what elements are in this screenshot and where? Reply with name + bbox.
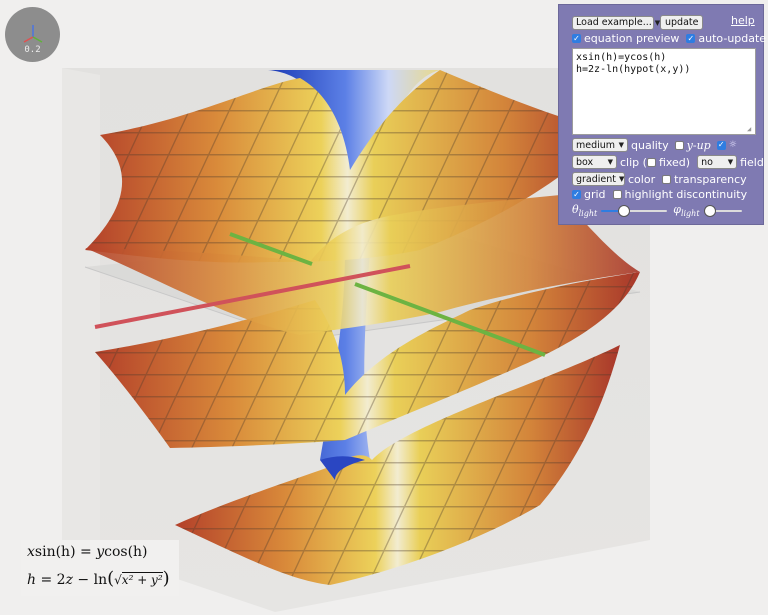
equation-line-1: xsin(h)=ycos(h)	[576, 52, 667, 63]
grid-checkbox[interactable]: ✓	[572, 189, 581, 199]
chevron-down-icon: ▼	[618, 141, 624, 149]
equation-preview-label: equation preview	[584, 32, 680, 45]
light-checkbox[interactable]: ✓	[716, 140, 726, 150]
fixed-label: fixed)	[658, 155, 691, 169]
sun-icon: ☼	[728, 140, 737, 150]
transparency-checkbox[interactable]	[662, 174, 672, 184]
transparency-label: transparency	[674, 172, 747, 186]
control-panel: Load example... ▼ update help ✓ equation …	[558, 4, 767, 225]
help-link[interactable]: help	[731, 14, 755, 27]
axis-scale-value: 0.2	[24, 45, 41, 55]
fixed-checkbox[interactable]	[646, 157, 656, 167]
equation-editor[interactable]: xsin(h)=ycos(h) h=2z-ln(hypot(x,y)) ◢	[572, 48, 756, 135]
theta-light-label: θlight	[572, 203, 598, 218]
chevron-down-icon: ▼	[607, 158, 613, 166]
chevron-down-icon: ▼	[619, 175, 625, 183]
phi-light-track	[703, 209, 742, 212]
clip-label: clip (	[620, 155, 647, 169]
axis-triad-icon	[23, 25, 43, 43]
phi-light-knob[interactable]	[703, 204, 716, 217]
x-axis-line	[94, 264, 411, 329]
phi-light-label: φlight	[673, 203, 700, 218]
sqrt-icon: √	[114, 573, 122, 587]
field-select[interactable]: no ▼	[697, 155, 738, 169]
auto-update-checkbox[interactable]: ✓	[686, 33, 696, 43]
auto-update-label: auto-update	[698, 32, 767, 45]
equation-preview-checkbox[interactable]: ✓	[572, 33, 581, 43]
field-label: field	[740, 155, 764, 169]
color-label: color	[628, 172, 656, 186]
clip-select[interactable]: box ▼	[572, 155, 617, 169]
phi-light-slider[interactable]	[703, 204, 742, 217]
update-button[interactable]: update	[660, 15, 704, 30]
grid-label: grid	[584, 188, 606, 201]
load-example-select[interactable]: Load example... ▼	[572, 15, 660, 30]
quality-select[interactable]: medium ▼	[572, 138, 628, 152]
chevron-down-icon: ▼	[654, 18, 661, 27]
highlight-discontinuity-checkbox[interactable]	[612, 190, 622, 199]
equation-preview-box: xsin(h) = ycos(h) h = 2z − ln(√x² + y²)	[21, 540, 179, 596]
paren-open: (	[107, 568, 115, 589]
theta-light-knob[interactable]	[618, 204, 631, 217]
y-axis-line	[229, 232, 313, 266]
highlight-discontinuity-label: highlight discontinuity	[624, 188, 748, 201]
theta-light-slider[interactable]	[601, 204, 668, 217]
equation-line-2: h=2z-ln(hypot(x,y))	[576, 64, 691, 75]
chevron-down-icon: ▼	[727, 158, 734, 166]
equation-preview-line-1: xsin(h) = ycos(h)	[27, 544, 148, 560]
quality-label: quality	[631, 138, 669, 152]
resize-handle-icon[interactable]: ◢	[747, 125, 752, 133]
color-select[interactable]: gradient ▼	[572, 172, 625, 186]
y-up-label: y-up	[686, 138, 711, 152]
axis-orientation-widget[interactable]: 0.2	[5, 7, 60, 62]
equation-preview-line-2: h = 2z − ln(√x² + y²)	[27, 568, 170, 589]
paren-close: )	[162, 568, 170, 589]
theta-light-track	[601, 209, 668, 212]
y-up-checkbox[interactable]	[674, 140, 684, 150]
